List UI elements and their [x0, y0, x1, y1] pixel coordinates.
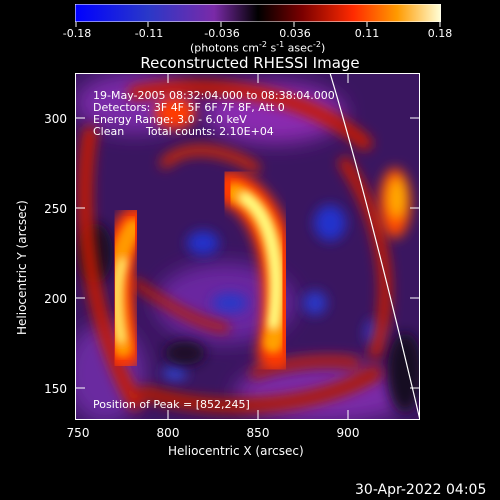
x-tick-label: 900 [336, 426, 360, 440]
clean-label: Clean [93, 125, 125, 138]
plot-title: Reconstructed RHESSI Image [140, 54, 360, 72]
axis-ticks [75, 73, 420, 420]
colorbar-tick: -0.036 [204, 27, 240, 40]
colorbar-tick: 0.11 [354, 27, 380, 40]
x-tick-label: 750 [66, 426, 90, 440]
y-axis-label: Heliocentric Y (arcsec) [15, 200, 29, 335]
y-tick-label: 150 [44, 382, 67, 396]
colorbar-units: (photons cm-2 s-1 asec-2) [190, 40, 326, 55]
colorbar-ticks [75, 22, 441, 27]
rhessi-image [75, 73, 420, 420]
y-tick-label: 250 [44, 202, 67, 216]
x-tick-label: 850 [246, 426, 270, 440]
footer-timestamp: 30-Apr-2022 04:05 [355, 482, 487, 498]
colorbar-tick: 0.036 [279, 27, 311, 40]
time-range-text: 19-May-2005 08:32:04.000 to 08:38:04.000 [93, 89, 335, 102]
x-axis-label: Heliocentric X (arcsec) [168, 444, 304, 458]
colorbar-tick: -0.18 [62, 27, 92, 40]
detectors-text: Detectors: 3F 4F 5F 6F 7F 8F, Att 0 [93, 101, 285, 114]
energy-range-text: Energy Range: 3.0 - 6.0 keV [93, 113, 247, 126]
total-counts-text: Total counts: 2.10E+04 [146, 125, 274, 138]
y-tick-label: 200 [44, 292, 67, 306]
y-tick-label: 300 [44, 112, 67, 126]
peak-position-text: Position of Peak = [852,245] [93, 398, 250, 411]
colorbar-tick: -0.11 [134, 27, 164, 40]
x-tick-label: 800 [156, 426, 180, 440]
colorbar [75, 4, 441, 22]
colorbar-tick: 0.18 [427, 27, 453, 40]
